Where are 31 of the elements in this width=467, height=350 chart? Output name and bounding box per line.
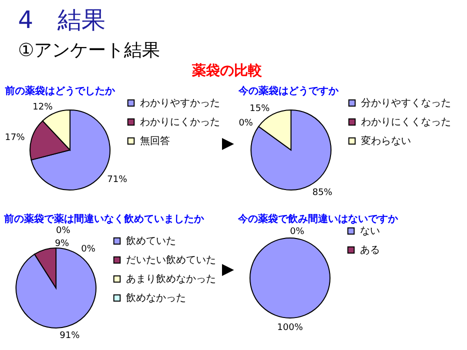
legend-label: 分かりやすくなった (361, 97, 451, 109)
data-label: 9% (54, 238, 70, 249)
chart-title: 前の薬袋で薬は間違いなく飲めていましたか (3, 213, 205, 225)
legend-label: 飲めていた (126, 236, 176, 247)
data-label: 91% (60, 331, 80, 342)
legend-label: 無回答 (140, 135, 170, 147)
text: 0% (56, 226, 70, 236)
data-label: 15% (250, 104, 270, 114)
text: 0% (81, 244, 96, 254)
data-label: 17% (4, 132, 26, 143)
legend-label: 変わらない (361, 135, 411, 147)
data-label: 100% (277, 323, 304, 333)
text: 0% (290, 227, 304, 237)
legend-label: あまり飲めなかった (126, 274, 216, 285)
chart-title: 今の薬袋はどうですか (238, 85, 340, 97)
text: 4 結果 (18, 5, 106, 36)
legend-label: 飲めなかった (126, 293, 186, 304)
data-label: 71% (107, 174, 128, 185)
chart-title: 今の薬袋で飲み間違いはないですか (237, 213, 399, 225)
legend-label: ある (360, 245, 380, 256)
legend-label: わかりにくかった (140, 117, 220, 128)
text: 薬袋の比較 (192, 62, 262, 80)
legend-label: わかりやすかった (140, 98, 220, 109)
legend-label: わかりにくくなった (361, 117, 451, 128)
data-label: 85% (312, 188, 333, 198)
text: ①アンケート結果 (18, 39, 160, 62)
legend-label: ない (360, 226, 380, 237)
data-label: 12% (32, 102, 54, 112)
text: 0% (238, 118, 253, 128)
chart-title: 前の薬袋はどうでしたか (4, 85, 116, 97)
legend-label: だいたい飲めていた (126, 255, 216, 266)
